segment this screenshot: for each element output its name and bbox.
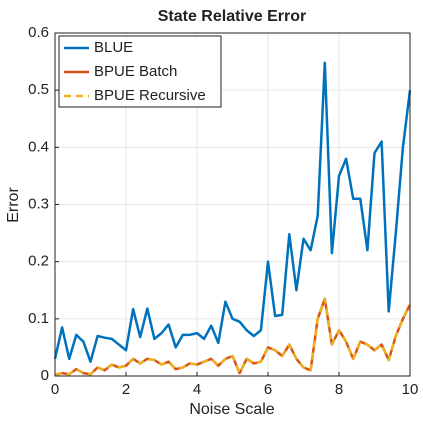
y-tick-label: 0.3 <box>28 195 49 212</box>
line-series <box>54 297 412 377</box>
x-tick-label: 8 <box>335 381 343 398</box>
y-axis-label: Error <box>5 187 22 223</box>
x-tick-label: 2 <box>122 381 130 398</box>
x-axis-label: Noise Scale <box>189 401 274 418</box>
y-tick-label: 0.1 <box>28 310 49 327</box>
y-tick-label: 0.4 <box>28 138 49 155</box>
y-tick-label: 0.6 <box>28 24 49 41</box>
legend-label: BLUE <box>94 39 133 56</box>
y-tick-label: 0 <box>41 367 49 384</box>
x-tick-label: 6 <box>264 381 272 398</box>
chart-title: State Relative Error <box>158 8 307 25</box>
x-tick-label: 4 <box>193 381 201 398</box>
y-tick-label: 0.5 <box>28 81 49 98</box>
legend-label: BPUE Batch <box>94 63 177 80</box>
x-tick-label: 0 <box>51 381 59 398</box>
x-tick-label: 10 <box>402 381 419 398</box>
line-series <box>53 61 412 363</box>
axes-box <box>54 32 411 377</box>
legend-label: BPUE Recursive <box>94 87 206 104</box>
y-tick-label: 0.2 <box>28 253 49 270</box>
